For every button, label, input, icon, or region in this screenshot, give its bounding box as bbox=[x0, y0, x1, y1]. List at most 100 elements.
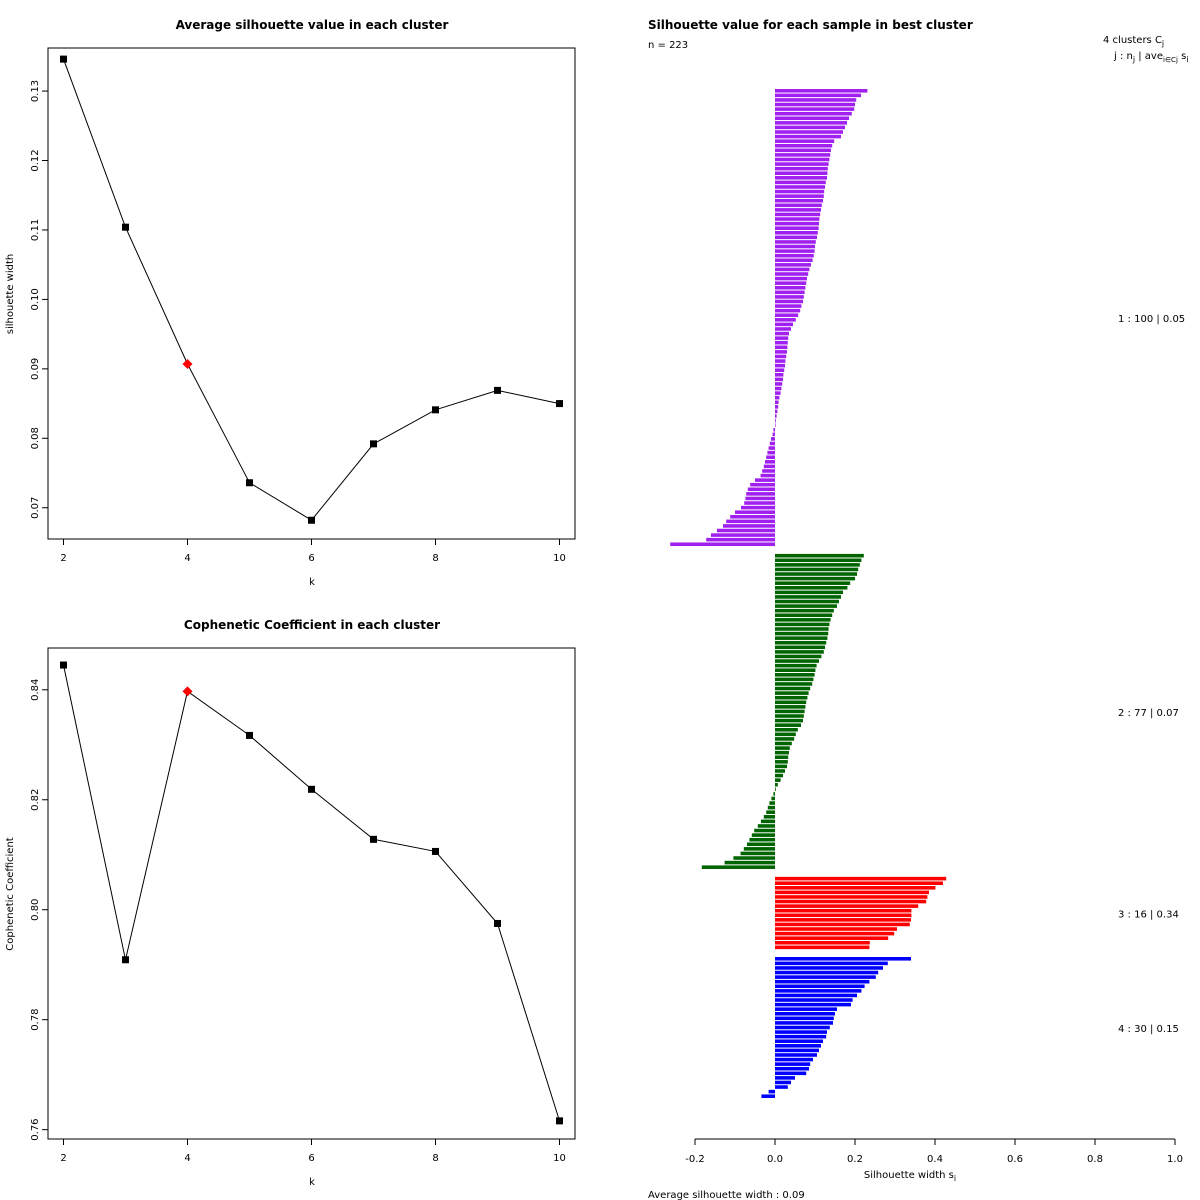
silhouette-bar bbox=[775, 372, 784, 377]
silhouette-bar bbox=[769, 441, 775, 446]
silhouette-bar bbox=[775, 382, 783, 386]
silhouette-bar bbox=[775, 613, 833, 618]
silhouette-bar bbox=[775, 285, 806, 290]
data-point bbox=[494, 919, 501, 927]
silhouette-bar bbox=[775, 567, 859, 572]
silhouette-bar bbox=[711, 533, 775, 537]
x-tick-label: 4 bbox=[184, 553, 190, 564]
silhouette-bar bbox=[775, 240, 816, 244]
silhouette-bar bbox=[775, 691, 809, 695]
silhouette-bar bbox=[775, 327, 791, 331]
silhouette-bar bbox=[775, 886, 936, 890]
silhouette-bar bbox=[775, 899, 927, 904]
silhouette-bar bbox=[775, 940, 870, 945]
y-tick-label: 0.11 bbox=[30, 219, 41, 241]
y-tick-label: 0.13 bbox=[30, 80, 41, 102]
silhouette-bar bbox=[775, 608, 834, 613]
silhouette-bar bbox=[775, 705, 806, 709]
silhouette-bar bbox=[775, 395, 780, 400]
data-point bbox=[60, 55, 67, 63]
y-tick-label: 0.84 bbox=[30, 679, 41, 701]
silhouette-bar bbox=[775, 895, 928, 899]
silhouette-bar bbox=[772, 432, 775, 437]
silhouette-xlabel: k bbox=[309, 577, 315, 588]
data-point bbox=[494, 386, 501, 394]
silhouette-bar bbox=[775, 212, 821, 217]
silhouette-bar bbox=[775, 673, 815, 677]
silhouette-bar bbox=[757, 824, 775, 828]
silhouette-bar bbox=[763, 464, 775, 469]
silhouette-bar bbox=[775, 336, 789, 340]
silhouette-bar bbox=[775, 945, 870, 950]
silhouette-bar bbox=[763, 815, 775, 819]
silhouette-bar bbox=[775, 148, 831, 153]
silhouette-bar bbox=[761, 1094, 775, 1098]
silhouette-bar bbox=[775, 194, 824, 198]
silhouette-bar bbox=[775, 304, 802, 308]
silhouette-bar bbox=[773, 792, 775, 796]
cophenetic-points bbox=[60, 661, 563, 1125]
x-tick-label: 8 bbox=[432, 1153, 438, 1164]
silhouette-bar bbox=[775, 714, 804, 718]
silhouette-bar bbox=[775, 208, 821, 212]
silhouette-bar bbox=[775, 1057, 813, 1062]
x-tick-label: 6 bbox=[308, 1153, 314, 1164]
x-tick-label: 0.6 bbox=[1007, 1154, 1023, 1165]
average-silhouette-footer: Average silhouette width : 0.09 bbox=[648, 1190, 805, 1200]
silhouette-bar bbox=[775, 93, 861, 98]
silhouette-bar bbox=[775, 631, 829, 636]
sample-count: n = 223 bbox=[648, 40, 688, 51]
cophenetic-plot-box bbox=[47, 647, 576, 1140]
silhouette-bar bbox=[775, 340, 788, 345]
silhouette-bar bbox=[775, 695, 808, 700]
silhouette-bar bbox=[775, 1002, 851, 1007]
silhouette-width-axis: -0.2 0.0 0.2 0.4 0.6 0.8 1.0 bbox=[685, 1138, 1183, 1165]
silhouette-bar bbox=[775, 993, 857, 998]
silhouette-bar bbox=[775, 876, 947, 881]
x-tick-label: 0.2 bbox=[847, 1154, 863, 1165]
silhouette-bar bbox=[775, 727, 798, 732]
silhouette-bar bbox=[775, 961, 888, 966]
y-tick-label: 0.10 bbox=[30, 288, 41, 310]
silhouette-bar bbox=[775, 258, 813, 263]
silhouette-sample-panel: Silhouette value for each sample in best… bbox=[648, 18, 1189, 1200]
silhouette-bar bbox=[775, 732, 796, 737]
cophenetic-title: Cophenetic Coefficient in each cluster bbox=[184, 618, 440, 632]
x-tick-label: 4 bbox=[184, 1153, 190, 1164]
silhouette-bar bbox=[775, 111, 852, 116]
data-point bbox=[246, 731, 253, 739]
cophenetic-panel: Cophenetic Coefficient in each cluster 2… bbox=[5, 618, 576, 1188]
silhouette-bar bbox=[775, 299, 803, 304]
silhouette-bar bbox=[775, 622, 830, 627]
data-point bbox=[432, 847, 439, 855]
silhouette-bar bbox=[775, 272, 809, 276]
silhouette-bar bbox=[775, 1053, 817, 1057]
data-point bbox=[370, 835, 377, 843]
x-tick-label: 0.0 bbox=[767, 1154, 783, 1165]
silhouette-bar bbox=[768, 446, 775, 450]
silhouette-bar bbox=[775, 221, 819, 226]
silhouette-bar bbox=[775, 405, 779, 409]
legend-header: 4 clusters Cj bbox=[1103, 35, 1164, 48]
silhouette-bar bbox=[775, 217, 820, 221]
silhouette-bar bbox=[775, 400, 779, 405]
cluster-label: 2 : 77 | 0.07 bbox=[1118, 708, 1179, 719]
silhouette-bar bbox=[750, 482, 775, 487]
silhouette-bar bbox=[762, 469, 775, 473]
silhouette-bar bbox=[670, 542, 775, 547]
silhouette-bar bbox=[775, 363, 785, 368]
silhouette-bar bbox=[775, 409, 778, 414]
silhouette-bar bbox=[775, 368, 785, 372]
silhouette-bar bbox=[775, 253, 814, 258]
silhouette-bar bbox=[775, 581, 851, 585]
silhouette-bar bbox=[754, 828, 775, 833]
silhouette-bar bbox=[767, 450, 775, 455]
silhouette-bar bbox=[775, 423, 776, 427]
x-tick-label: 1.0 bbox=[1167, 1154, 1183, 1165]
cluster-label: 1 : 100 | 0.05 bbox=[1118, 314, 1185, 325]
silhouette-bar bbox=[775, 984, 865, 989]
silhouette-bar bbox=[775, 281, 807, 285]
silhouette-bar bbox=[767, 805, 775, 810]
silhouette-bar bbox=[775, 121, 847, 125]
silhouette-bar bbox=[769, 801, 775, 805]
